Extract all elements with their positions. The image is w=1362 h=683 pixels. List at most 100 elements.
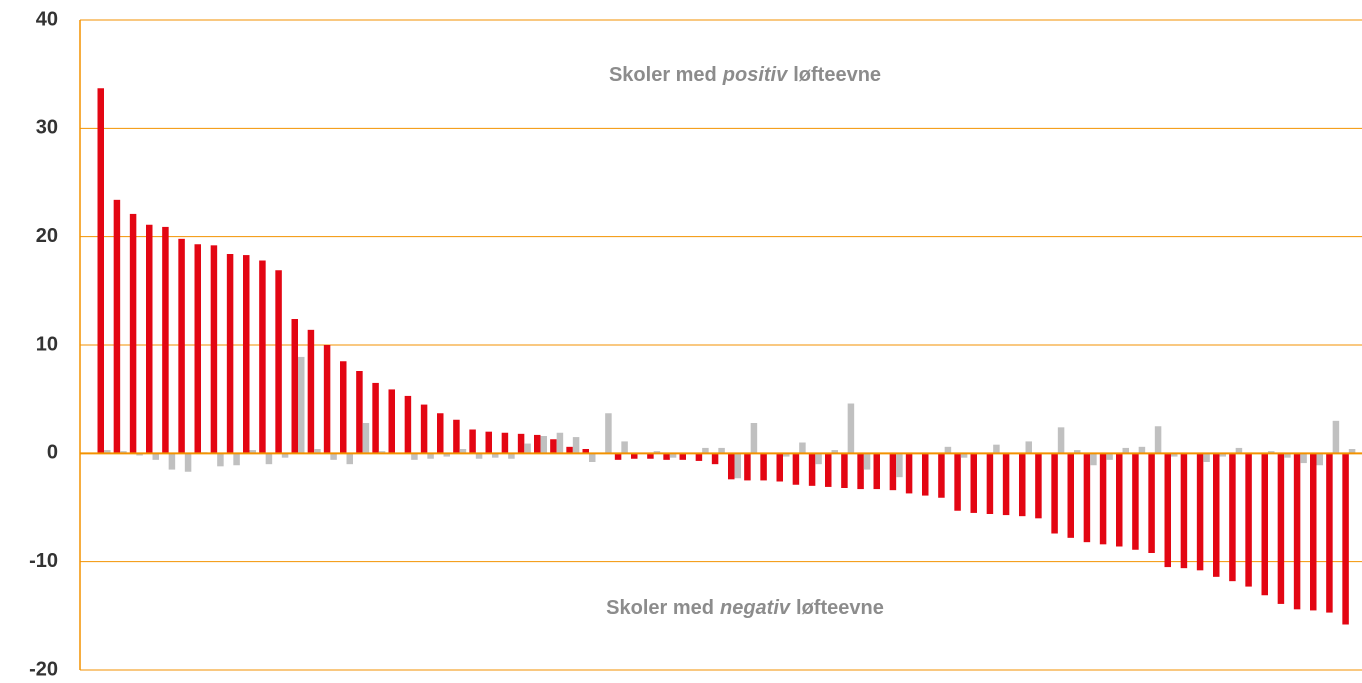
bar	[889, 453, 897, 491]
bar	[404, 395, 412, 454]
bar	[1342, 453, 1349, 625]
bar	[863, 453, 871, 470]
bar	[1171, 453, 1178, 457]
bar	[614, 453, 622, 460]
bar	[582, 449, 589, 454]
bar	[249, 450, 256, 454]
bar	[459, 449, 467, 454]
bar	[744, 453, 751, 481]
y-tick-label: 40	[36, 8, 58, 30]
bar	[485, 431, 492, 454]
bar	[702, 447, 709, 454]
bar	[420, 404, 428, 454]
bar	[679, 453, 686, 460]
annotation: Skoler med positiv løfteevne	[609, 64, 881, 86]
bar	[589, 453, 596, 462]
bar	[534, 434, 541, 454]
bar	[427, 453, 434, 459]
bar	[340, 361, 347, 454]
bar	[508, 453, 515, 459]
bar	[178, 238, 185, 454]
bar	[799, 442, 806, 454]
bar	[469, 429, 476, 454]
bar	[323, 345, 331, 454]
bar	[1051, 453, 1058, 534]
bar	[356, 371, 363, 454]
bar	[970, 453, 977, 513]
bar	[566, 446, 573, 454]
bar	[711, 453, 719, 465]
bar	[113, 199, 121, 454]
bar	[728, 453, 735, 480]
bar	[136, 453, 143, 456]
bar	[453, 419, 460, 454]
bar	[847, 403, 855, 454]
bar	[954, 453, 961, 511]
bar	[1083, 453, 1091, 543]
bar	[792, 453, 800, 485]
bar	[168, 453, 176, 470]
bar	[808, 453, 816, 486]
bar	[718, 447, 725, 454]
bar	[184, 453, 192, 472]
bar	[388, 389, 395, 454]
bar	[776, 453, 783, 482]
bar	[1148, 453, 1155, 553]
bar	[1074, 450, 1081, 454]
bar	[314, 449, 321, 454]
bar	[960, 453, 968, 458]
bar	[938, 453, 945, 498]
bar	[815, 453, 822, 465]
bar	[1164, 453, 1171, 568]
bar	[1019, 453, 1026, 517]
bar	[443, 453, 450, 457]
bar	[1293, 453, 1301, 610]
bar	[129, 213, 137, 454]
bar	[1213, 453, 1220, 577]
bar	[291, 319, 298, 454]
bar	[605, 413, 612, 454]
annotation-text: Skoler med	[606, 597, 714, 619]
bar	[1332, 420, 1340, 454]
bar	[1090, 453, 1097, 466]
bar	[524, 443, 531, 454]
bar	[993, 444, 1000, 454]
bar	[243, 255, 250, 454]
bar	[330, 453, 337, 460]
annotation-emphasis: positiv	[722, 64, 789, 86]
bar	[152, 453, 159, 460]
bar	[621, 441, 628, 454]
bar	[437, 413, 444, 454]
bar	[517, 433, 525, 454]
bar	[1277, 453, 1285, 604]
bar	[104, 450, 111, 454]
bar	[475, 453, 483, 459]
bar	[1245, 453, 1252, 587]
bar	[841, 453, 848, 488]
bar	[97, 88, 104, 454]
bar	[226, 254, 234, 454]
bar	[556, 432, 564, 454]
bar	[550, 439, 557, 454]
bar	[1284, 453, 1291, 458]
bar	[831, 450, 838, 454]
bar	[944, 446, 952, 454]
bar	[346, 453, 353, 465]
y-tick-label: -20	[29, 658, 58, 680]
bar	[873, 453, 880, 490]
annotation-text: løfteevne	[793, 64, 881, 86]
bar	[1180, 453, 1188, 569]
y-tick-label: -10	[29, 550, 58, 572]
annotation: Skoler med negativ løfteevne	[606, 597, 884, 619]
y-tick-label: 20	[36, 225, 58, 247]
bar	[1002, 453, 1010, 516]
bar	[307, 329, 315, 454]
bar	[825, 453, 832, 487]
bar	[1106, 453, 1113, 460]
annotation-emphasis: negativ	[720, 597, 792, 619]
bar	[647, 453, 654, 459]
y-tick-label: 30	[36, 117, 58, 139]
bar	[411, 453, 418, 460]
bar	[669, 453, 677, 458]
bar	[378, 451, 386, 454]
